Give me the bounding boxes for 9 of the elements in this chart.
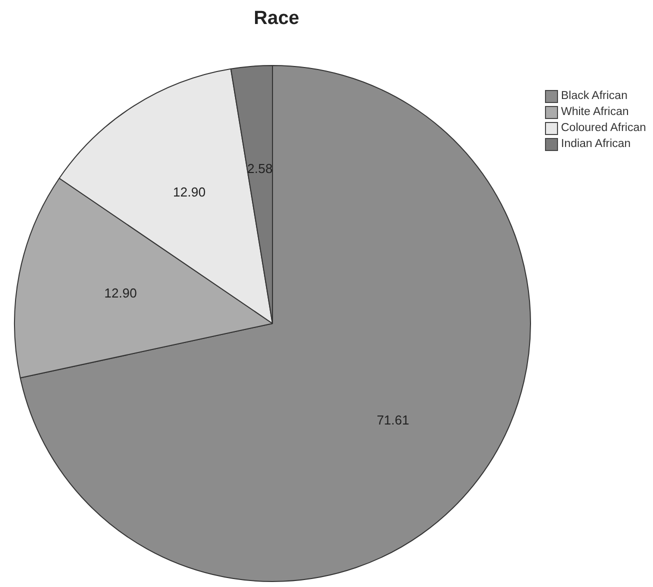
data-label: 12.90: [173, 184, 206, 200]
data-label: 12.90: [104, 285, 137, 300]
legend-label: White African: [561, 106, 629, 118]
data-label: 2.58: [247, 160, 273, 176]
chart-title: Race: [252, 8, 300, 30]
legend-label: Black African: [561, 90, 628, 102]
legend-label: Indian African: [561, 138, 631, 150]
data-label: 71.61: [376, 412, 410, 428]
legend-label: Coloured African: [561, 122, 646, 134]
